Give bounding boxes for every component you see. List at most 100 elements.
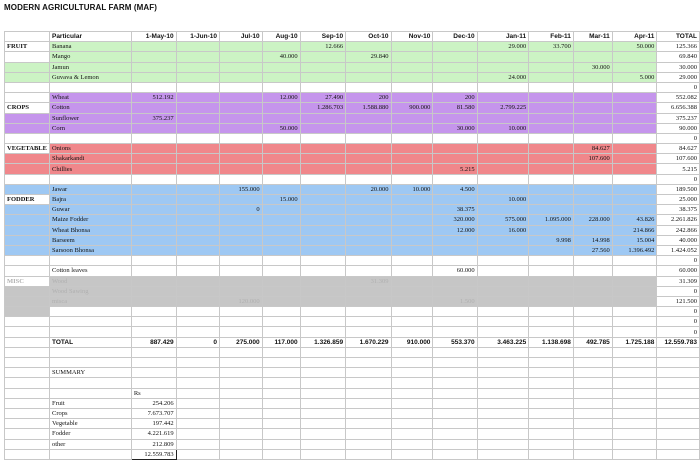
value-cell[interactable]	[299, 204, 347, 216]
summary-item-label[interactable]: Vegetable	[48, 418, 132, 430]
empty-cell[interactable]	[390, 316, 434, 328]
empty-cell[interactable]	[345, 81, 392, 94]
empty-cell[interactable]	[611, 316, 658, 328]
value-cell[interactable]	[345, 214, 392, 226]
empty-cell[interactable]	[345, 356, 392, 369]
row-label[interactable]: Wheat	[48, 92, 132, 104]
value-cell[interactable]	[528, 51, 574, 63]
value-cell[interactable]	[611, 204, 658, 216]
empty-cell[interactable]	[48, 387, 132, 399]
value-cell[interactable]: 40.000	[261, 51, 301, 63]
value-cell[interactable]	[345, 163, 392, 175]
empty-cell[interactable]	[175, 448, 220, 460]
group-cell[interactable]	[4, 61, 50, 73]
empty-cell[interactable]	[611, 255, 658, 267]
empty-cell[interactable]	[611, 377, 658, 389]
value-cell[interactable]	[218, 92, 263, 104]
empty-cell[interactable]	[572, 255, 613, 267]
empty-cell[interactable]	[299, 377, 347, 389]
value-cell[interactable]	[390, 214, 434, 226]
empty-cell[interactable]	[175, 438, 220, 450]
value-cell[interactable]	[175, 224, 220, 236]
value-cell[interactable]: 0	[656, 306, 700, 318]
empty-cell[interactable]	[572, 326, 613, 338]
empty-cell[interactable]	[572, 356, 613, 369]
value-cell[interactable]	[345, 244, 392, 257]
value-cell[interactable]	[218, 122, 263, 134]
total-cell[interactable]: 3.463.225	[476, 336, 530, 348]
value-cell[interactable]	[572, 51, 613, 63]
value-cell[interactable]	[218, 285, 263, 297]
empty-cell[interactable]	[611, 387, 658, 399]
value-cell[interactable]	[476, 153, 530, 165]
header-cell[interactable]: Dec-10	[432, 30, 478, 43]
empty-cell[interactable]	[611, 173, 658, 185]
value-cell[interactable]: 900.000	[390, 102, 434, 114]
value-cell[interactable]	[261, 102, 301, 114]
value-cell[interactable]: 50.000	[611, 41, 658, 53]
value-cell[interactable]: 0	[656, 255, 700, 267]
empty-cell[interactable]	[572, 377, 613, 389]
empty-cell[interactable]	[218, 448, 263, 460]
value-cell[interactable]	[299, 244, 347, 257]
total-cell[interactable]: 887.429	[130, 336, 177, 348]
value-cell[interactable]	[218, 61, 263, 73]
value-cell[interactable]	[261, 244, 301, 257]
empty-cell[interactable]	[611, 428, 658, 440]
value-cell[interactable]	[299, 71, 347, 83]
value-cell[interactable]	[345, 71, 392, 83]
value-cell[interactable]	[261, 71, 301, 83]
empty-cell[interactable]	[48, 255, 132, 267]
value-cell[interactable]	[218, 224, 263, 236]
group-label[interactable]	[4, 153, 50, 165]
empty-cell[interactable]	[299, 387, 347, 399]
empty-cell[interactable]	[572, 438, 613, 450]
empty-cell[interactable]	[528, 255, 574, 267]
empty-cell[interactable]	[261, 306, 301, 318]
value-cell[interactable]: 121.500	[656, 295, 700, 308]
empty-cell[interactable]	[476, 438, 530, 450]
empty-cell[interactable]	[572, 367, 613, 379]
empty-cell[interactable]	[432, 326, 478, 338]
empty-cell[interactable]	[175, 173, 220, 185]
empty-cell[interactable]	[4, 336, 50, 348]
header-cell[interactable]: Mar-11	[572, 30, 613, 43]
value-cell[interactable]: 0	[656, 81, 700, 94]
empty-cell[interactable]	[432, 428, 478, 440]
value-cell[interactable]	[261, 265, 301, 277]
value-cell[interactable]	[261, 224, 301, 236]
row-label[interactable]: Sarsoon Bhonsa	[48, 244, 132, 257]
empty-cell[interactable]	[4, 30, 50, 43]
empty-cell[interactable]	[572, 173, 613, 185]
empty-cell[interactable]	[218, 81, 263, 94]
empty-cell[interactable]	[528, 377, 574, 389]
value-cell[interactable]	[528, 295, 574, 308]
value-cell[interactable]	[130, 285, 177, 297]
value-cell[interactable]	[390, 61, 434, 73]
value-cell[interactable]: 2.799.225	[476, 102, 530, 114]
empty-cell[interactable]	[390, 367, 434, 379]
value-cell[interactable]	[345, 295, 392, 308]
value-cell[interactable]: 15.004	[611, 234, 658, 246]
empty-cell[interactable]	[48, 356, 132, 369]
empty-cell[interactable]	[175, 407, 220, 420]
value-cell[interactable]: 16.000	[476, 224, 530, 236]
value-cell[interactable]: 84.627	[656, 143, 700, 155]
empty-cell[interactable]	[611, 418, 658, 430]
empty-cell[interactable]	[345, 173, 392, 185]
value-cell[interactable]	[572, 204, 613, 216]
value-cell[interactable]	[175, 204, 220, 216]
value-cell[interactable]: 27.560	[572, 244, 613, 257]
value-cell[interactable]	[432, 61, 478, 73]
value-cell[interactable]: 81.580	[432, 102, 478, 114]
row-label[interactable]: Maize Fodder	[48, 214, 132, 226]
value-cell[interactable]	[528, 153, 574, 165]
empty-cell[interactable]	[390, 132, 434, 145]
value-cell[interactable]	[345, 265, 392, 277]
value-cell[interactable]	[432, 193, 478, 206]
value-cell[interactable]	[528, 92, 574, 104]
empty-cell[interactable]	[299, 81, 347, 94]
value-cell[interactable]	[390, 92, 434, 104]
value-cell[interactable]	[175, 163, 220, 175]
value-cell[interactable]	[476, 265, 530, 277]
